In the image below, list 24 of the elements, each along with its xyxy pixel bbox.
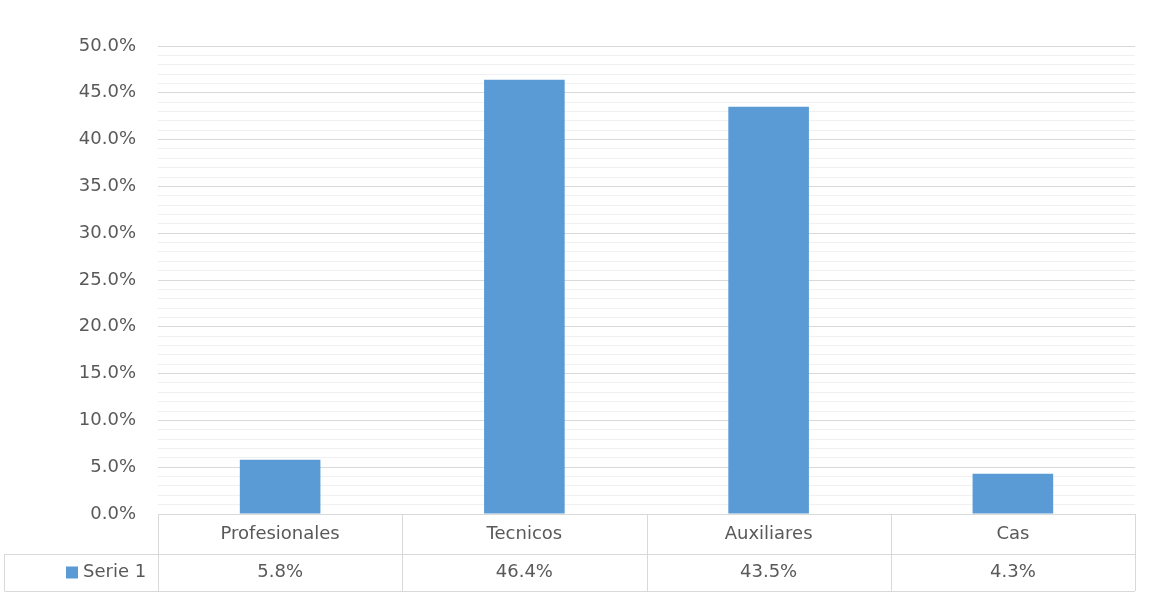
bar xyxy=(484,79,565,514)
legend-label: Serie 1 xyxy=(83,560,147,582)
y-tick-label: 25.0% xyxy=(78,267,136,289)
y-tick-label: 30.0% xyxy=(78,220,136,242)
y-tick-label: 45.0% xyxy=(78,80,136,102)
y-tick-label: 40.0% xyxy=(78,127,136,149)
y-tick-label: 0.0% xyxy=(90,501,136,523)
bar xyxy=(972,473,1054,514)
x-tick-label: Profesionales xyxy=(220,522,340,544)
data-label: 43.5% xyxy=(740,560,798,582)
y-tick-label: 5.0% xyxy=(90,454,136,476)
y-tick-label: 15.0% xyxy=(78,361,136,383)
bar xyxy=(728,106,809,514)
x-tick-label: Cas xyxy=(996,522,1030,544)
y-tick-label: 50.0% xyxy=(78,33,136,55)
y-tick-label: 10.0% xyxy=(78,408,136,430)
data-label: 4.3% xyxy=(990,560,1036,582)
x-tick-label: Auxiliares xyxy=(724,522,813,544)
data-label: 5.8% xyxy=(257,560,303,582)
y-tick-label: 35.0% xyxy=(78,174,136,196)
y-tick-label: 20.0% xyxy=(78,314,136,336)
data-label: 46.4% xyxy=(495,560,553,582)
x-tick-label: Tecnicos xyxy=(485,522,563,544)
bar xyxy=(239,459,321,514)
